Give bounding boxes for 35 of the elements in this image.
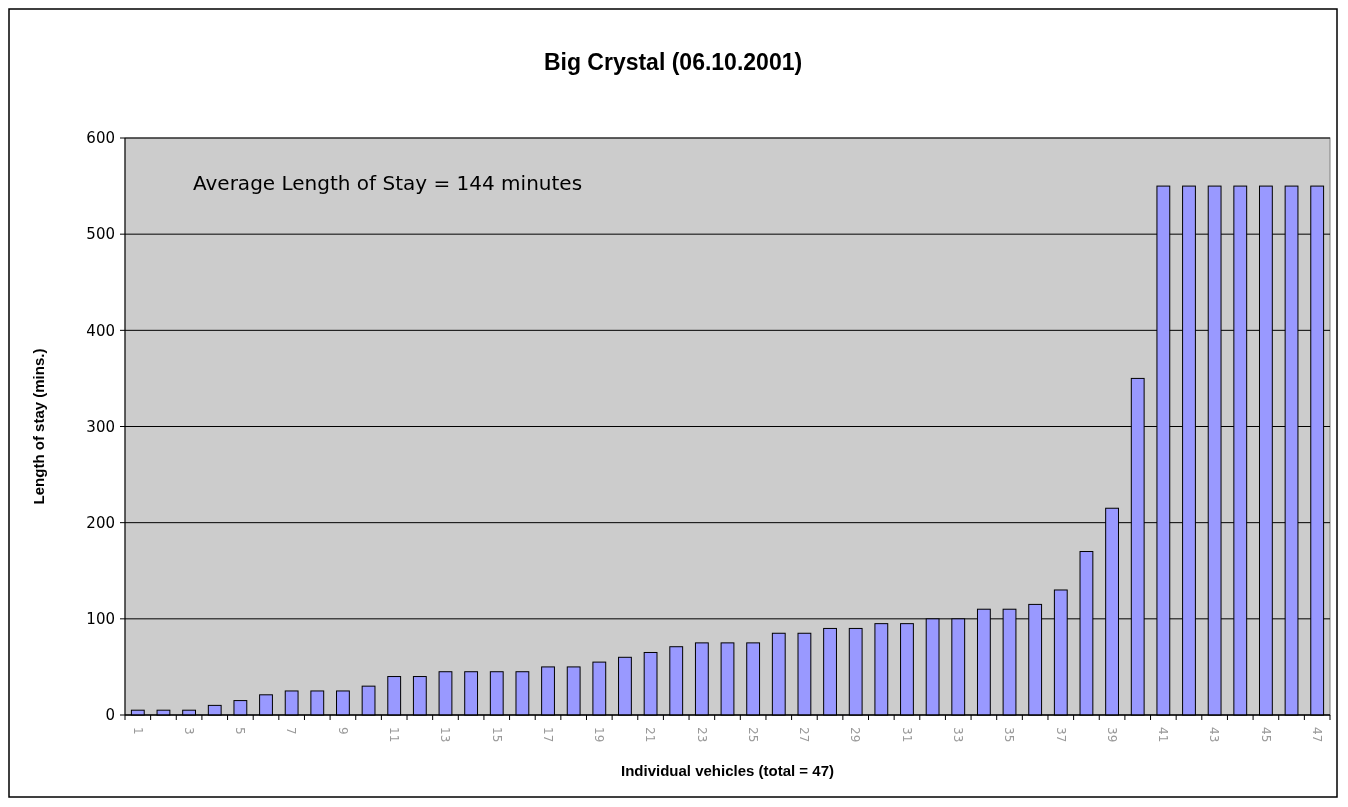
x-tick-label: 17: [540, 727, 555, 743]
x-tick-label: 43: [1207, 727, 1222, 743]
x-tick-label: 3: [181, 727, 196, 735]
x-tick-label: 45: [1258, 727, 1273, 743]
x-tick-label: 25: [745, 727, 760, 743]
x-tick-label: 47: [1309, 727, 1324, 743]
y-axis-title: Length of stay (mins.): [30, 348, 47, 505]
y-tick-label: 600: [86, 129, 115, 148]
x-tick-label: 21: [643, 727, 658, 743]
x-tick-label: 27: [797, 727, 812, 743]
x-tick-label: 23: [694, 727, 709, 743]
x-tick-label: 15: [489, 727, 504, 743]
y-tick-label: 500: [86, 225, 115, 244]
y-tick-label: 200: [86, 513, 115, 532]
x-tick-label: 5: [233, 727, 248, 735]
x-tick-label: 37: [1053, 727, 1068, 743]
y-tick-label: 400: [86, 321, 115, 340]
x-tick-label: 41: [1156, 727, 1171, 743]
x-tick-label: 39: [1104, 727, 1119, 743]
x-tick-label: 31: [899, 727, 914, 743]
x-tick-label: 35: [1002, 727, 1017, 743]
x-tick-label: 11: [387, 727, 401, 743]
x-tick-label: 9: [335, 727, 350, 735]
annotation: Average Length of Stay = 144 minutes: [193, 171, 583, 195]
x-tick-label: 13: [438, 727, 453, 743]
y-tick-label: 0: [105, 706, 115, 725]
y-tick-label: 300: [86, 417, 115, 436]
x-axis-title: Individual vehicles (total = 47): [621, 762, 834, 779]
x-tick-label: 7: [284, 727, 299, 735]
y-tick-label: 100: [86, 610, 115, 629]
chart-title: Big Crystal (06.10.2001): [543, 49, 803, 75]
x-tick-label: 29: [848, 727, 863, 743]
x-tick-label: 19: [592, 727, 607, 743]
x-tick-label: 1: [130, 727, 145, 735]
x-tick-label: 33: [951, 727, 966, 743]
